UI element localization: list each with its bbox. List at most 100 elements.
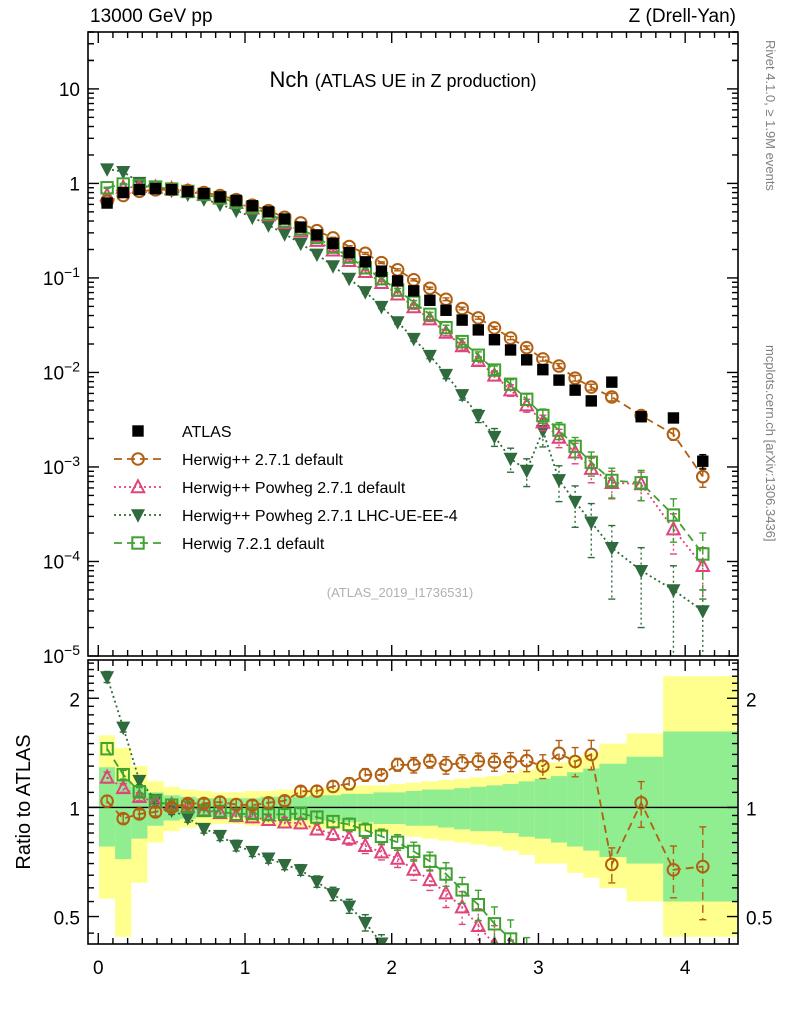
ratio-data-point (294, 806, 308, 821)
ratio-band-inner (567, 772, 584, 847)
data-point (503, 331, 518, 345)
data-point (390, 316, 405, 330)
data-point (569, 384, 581, 396)
main-y-tick-label: 10−4 (43, 547, 80, 573)
ratio-panel: 2 2 1 1 0.5 0.5 0 1 2 3 4 Ratio to ATLAS (13, 659, 772, 979)
data-point (214, 191, 226, 203)
data-point (471, 409, 486, 424)
data-point (100, 181, 114, 195)
data-point (391, 275, 404, 287)
tick-base: 10 (43, 363, 64, 384)
ratio-data-point (357, 836, 374, 852)
legend-entry-4: Herwig 7.2.1 default (114, 536, 325, 553)
data-point (553, 374, 565, 386)
ratio-data-point (132, 807, 147, 821)
data-point (117, 186, 129, 199)
ratio-data-point (164, 800, 179, 815)
side-label-rivet: Rivet 4.1.0, ≥ 1.9M events (763, 40, 778, 191)
ratio-data-point (358, 768, 373, 782)
legend-label: ATLAS (182, 424, 232, 441)
ratio-band-inner (486, 785, 503, 832)
ratio-data-point (471, 754, 486, 769)
ratio-data-point (373, 843, 390, 859)
data-point (246, 200, 259, 212)
ratio-band-inner (550, 776, 568, 843)
data-point (694, 556, 711, 573)
watermark-label: (ATLAS_2019_I1736531) (327, 585, 473, 600)
data-point (471, 311, 486, 325)
ratio-data-point (132, 785, 147, 799)
data-point (422, 349, 437, 364)
data-point (116, 166, 131, 180)
data-point (278, 213, 291, 225)
legend-label: Herwig++ Powheg 2.7.1 LHC-UE-EE-4 (182, 508, 458, 525)
ratio-data-point (196, 822, 211, 837)
main-y-tick-label: 10−2 (43, 358, 80, 384)
data-point (440, 304, 452, 316)
data-point (455, 334, 469, 349)
ratio-band-inner (518, 781, 535, 837)
ratio-band-inner (454, 788, 471, 830)
data-point (408, 285, 420, 297)
ratio-data-point (454, 898, 471, 914)
data-point (311, 229, 323, 241)
legend-marker (130, 509, 146, 523)
data-point (667, 412, 680, 424)
data-point (519, 340, 534, 355)
main-y-tick-label: 10−1 (43, 264, 80, 290)
data-point (182, 185, 194, 198)
data-point (423, 281, 437, 296)
ratio-data-point (438, 884, 454, 900)
data-point (424, 294, 436, 306)
x-tick-label: 0 (93, 958, 104, 979)
data-point (584, 455, 598, 470)
ratio-data-point (310, 810, 324, 824)
main-y-tick-label: 10−3 (43, 453, 80, 479)
ratio-data-point (116, 721, 131, 736)
ratio-y-tick-label-right: 0.5 (746, 909, 772, 930)
legend-label: Herwig++ Powheg 2.7.1 default (182, 480, 406, 497)
ratio-band-inner (626, 756, 664, 864)
data-point (455, 301, 469, 316)
data-point (487, 363, 502, 377)
data-point (665, 520, 682, 536)
legend-entry-1: Herwig++ 2.7.1 default (114, 452, 344, 469)
data-point (327, 237, 339, 250)
ratio-data-point (100, 742, 114, 756)
ratio-data-point (341, 829, 358, 845)
data-point (438, 323, 454, 339)
ratio-data-point (276, 813, 293, 829)
data-point (584, 516, 599, 531)
data-point (537, 363, 549, 376)
ratio-y-tick-label-right: 2 (746, 690, 757, 711)
data-point (666, 584, 681, 598)
ratio-band-inner (534, 778, 551, 839)
ratio-data-point (277, 807, 292, 821)
data-point (101, 197, 113, 209)
header-left-label: 13000 GeV pp (90, 6, 213, 27)
data-point (635, 411, 647, 423)
ratio-data-point (487, 755, 502, 769)
data-point (165, 183, 178, 196)
ratio-data-point (293, 784, 308, 799)
ratio-data-point (326, 814, 340, 829)
data-point (503, 452, 518, 467)
data-point (405, 298, 422, 314)
tick-exponent: −3 (64, 453, 80, 469)
ratio-data-point (389, 849, 406, 865)
data-point (230, 194, 242, 207)
ratio-data-point (261, 852, 276, 867)
data-point (406, 332, 421, 347)
data-point (293, 237, 308, 252)
ratio-data-point (229, 839, 244, 854)
data-point (695, 605, 710, 619)
ratio-data-point (374, 937, 389, 943)
ratio-data-point (100, 794, 114, 808)
legend-label: Herwig++ 2.7.1 default (182, 452, 344, 469)
data-point (521, 354, 533, 366)
data-point (487, 321, 502, 335)
legend-entry-3: Herwig++ Powheg 2.7.1 LHC-UE-EE-4 (114, 508, 458, 525)
x-tick-label: 1 (240, 958, 251, 979)
